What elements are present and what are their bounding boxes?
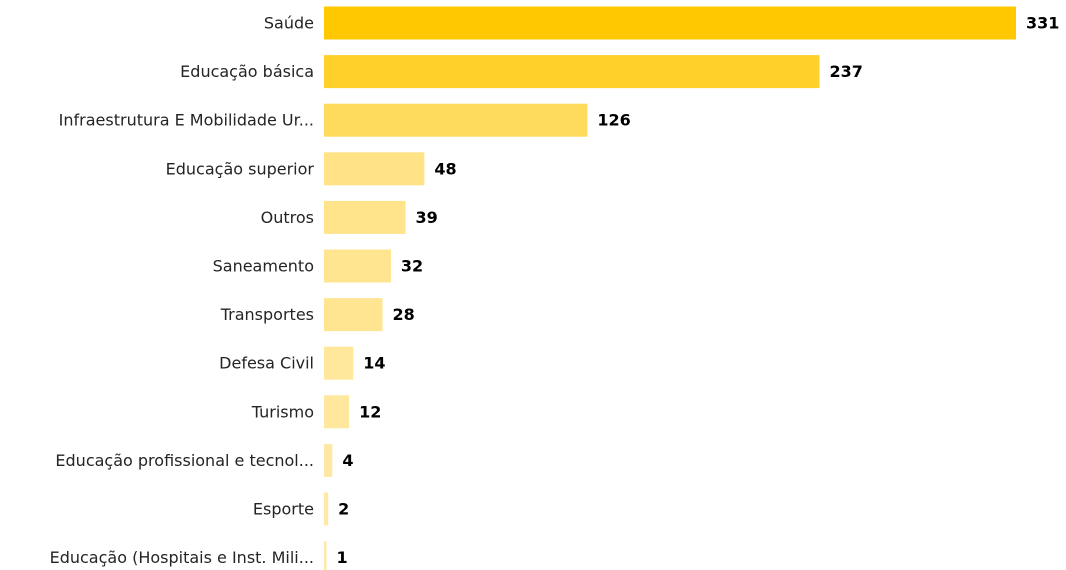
data-label: 28 [393,305,415,324]
data-label: 2 [338,500,349,519]
data-label: 4 [342,451,353,470]
bar[interactable] [324,541,327,570]
data-label: 48 [434,159,456,178]
bar[interactable] [324,200,406,234]
bar[interactable] [324,492,329,526]
bar[interactable] [324,346,354,380]
data-label: 1 [337,548,348,567]
bar[interactable] [324,395,350,429]
category-label: Defesa Civil [219,354,314,373]
category-label: Esporte [253,500,314,519]
category-label: Saúde [264,14,314,33]
data-label: 14 [363,354,385,373]
bar[interactable] [324,443,333,477]
category-label: Outros [261,208,314,227]
data-label: 39 [416,208,438,227]
data-label: 12 [359,402,381,421]
bar[interactable] [324,298,383,332]
category-label: Educação (Hospitais e Inst. Mili... [50,548,314,567]
category-label: Saneamento [213,257,314,276]
category-label: Infraestrutura E Mobilidade Ur... [59,111,314,130]
bar[interactable] [324,249,391,283]
data-label: 32 [401,257,423,276]
category-label: Turismo [251,402,314,421]
bar[interactable] [324,55,820,89]
category-label: Educação profissional e tecnol... [55,451,314,470]
bar[interactable] [324,6,1016,40]
data-label: 331 [1026,14,1059,33]
category-label: Educação superior [166,159,315,178]
bar[interactable] [324,152,425,186]
data-label: 126 [597,111,630,130]
bar[interactable] [324,103,588,137]
category-label: Educação básica [180,62,314,81]
data-label: 237 [829,62,862,81]
category-label: Transportes [220,305,314,324]
